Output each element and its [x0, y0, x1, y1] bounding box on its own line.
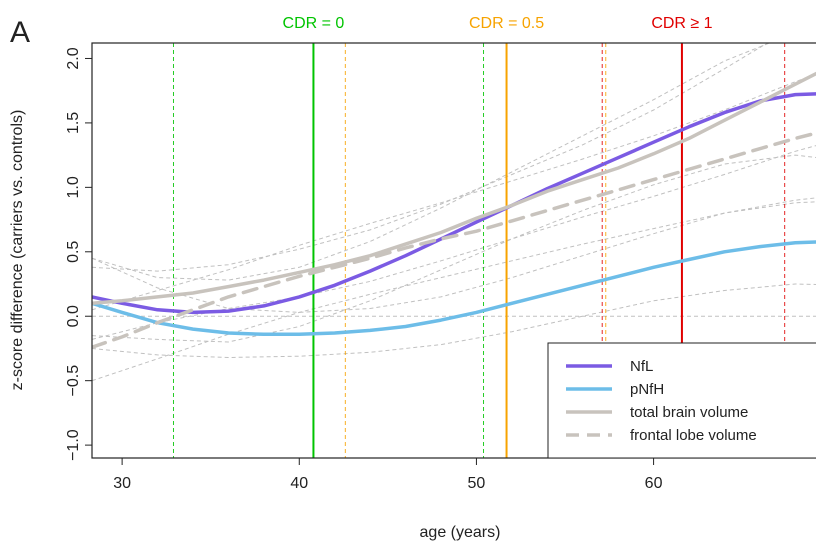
x-tick-label: 60 [645, 475, 663, 492]
y-axis: −1.0 −0.5 0.0 0.5 1.0 1.5 2.0 [65, 47, 92, 461]
legend-label-0: NfL [630, 358, 653, 375]
y-tick-label: 1.5 [65, 112, 82, 134]
y-tick-label: −1.0 [65, 429, 82, 461]
x-axis-label: age (years) [420, 524, 501, 541]
cdr-labels: CDR = 0 CDR = 0.5 CDR ≥ 1 [283, 15, 713, 32]
legend: NfL pNfH total brain volume frontal lobe vo… [548, 343, 816, 458]
series-line-pnfh [92, 242, 816, 335]
legend-label-1: pNfH [630, 381, 664, 398]
y-tick-label: 2.0 [65, 47, 82, 69]
x-tick-label: 50 [468, 475, 486, 492]
ci-upper-nfl [92, 26, 816, 280]
x-tick-label: 40 [290, 475, 308, 492]
y-tick-label: 1.0 [65, 176, 82, 198]
y-tick-label: 0.5 [65, 241, 82, 263]
ci-upper-frontal-lobe-volume [92, 61, 816, 310]
panel-label: A [10, 16, 30, 49]
y-tick-label: 0.0 [65, 305, 82, 327]
x-tick-label: 30 [113, 475, 131, 492]
cdr-label-1: CDR = 0.5 [469, 15, 544, 32]
legend-label-2: total brain volume [630, 404, 748, 421]
x-axis: 3040506070 [113, 458, 816, 492]
ci-upper-total-brain-volume [92, 1, 816, 272]
y-axis-label: z-score difference (carriers vs. control… [9, 110, 26, 391]
series-line-total-brain-volume [92, 55, 816, 304]
cdr-label-2: CDR ≥ 1 [651, 15, 712, 32]
series-line-nfl [92, 93, 816, 312]
y-tick-label: −0.5 [65, 365, 82, 397]
legend-label-3: frontal lobe volume [630, 427, 757, 444]
cdr-label-0: CDR = 0 [283, 15, 345, 32]
ci-lower-nfl [92, 155, 816, 342]
